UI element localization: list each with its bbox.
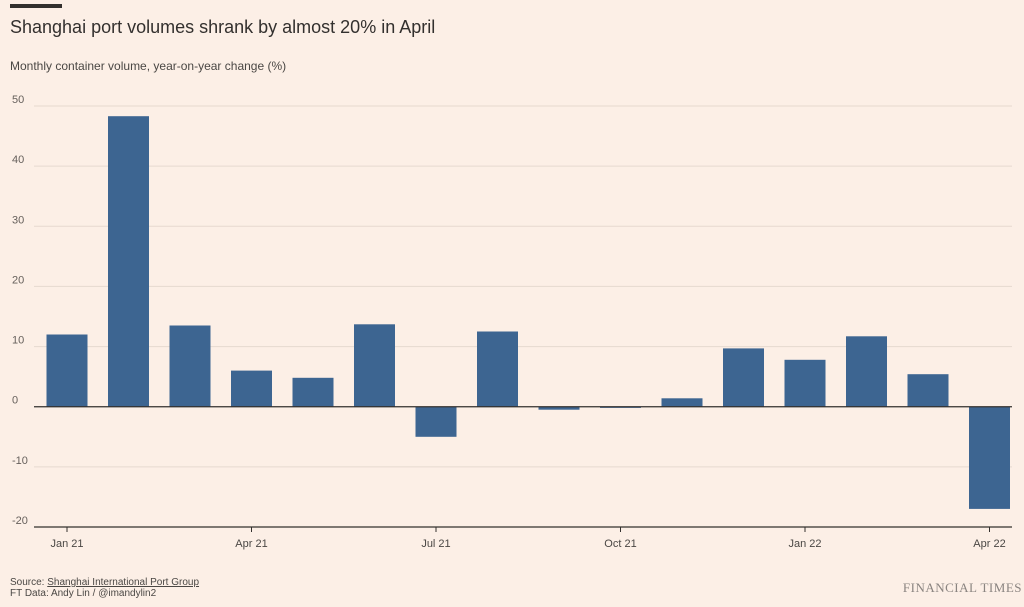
source-prefix: Source: [10,577,48,588]
bar-dec-21 [723,348,764,407]
y-tick-label: 20 [12,274,24,286]
y-tick-label: 0 [12,395,18,407]
bar-jan-21 [46,334,88,407]
bar-apr-22 [969,406,1010,509]
y-tick-label: 30 [12,214,24,226]
y-tick-label: -10 [12,455,28,467]
bar-nov-21 [661,398,703,407]
y-tick-label: 40 [12,154,24,166]
y-tick-label: 50 [12,94,24,106]
bar-jan-22 [784,359,826,407]
source-link[interactable]: Shanghai International Port Group [47,577,200,588]
x-tick-label: Apr 21 [235,538,267,550]
x-tick-label: Jan 22 [788,538,821,550]
y-tick-label: 10 [12,335,24,347]
financial-times-logo: FINANCIAL TIMES [902,580,1022,595]
data-credit: FT Data: Andy Lin / @imandylin2 [10,588,157,599]
bar-feb-22 [846,336,887,407]
bar-may-21 [292,377,334,407]
y-tick-label: -20 [12,515,28,527]
bar-feb-21 [108,116,149,407]
x-tick-label: Jan 21 [50,538,83,550]
x-tick-label: Jul 21 [421,538,450,550]
x-tick-label: Oct 21 [604,538,636,550]
chart-title: Shanghai port volumes shrank by almost 2… [10,17,436,37]
bar-jul-21 [415,406,457,437]
bar-aug-21 [477,331,518,407]
bar-mar-22 [907,374,949,407]
source-note: Source: Shanghai International Port Grou… [10,577,199,599]
title-accent-rule [10,4,62,8]
bar-mar-21 [169,325,211,407]
bar-jun-21 [354,324,395,407]
bar-apr-21 [231,370,272,407]
bar-sep-21 [538,406,580,410]
x-tick-label: Apr 22 [973,538,1005,550]
chart-subtitle: Monthly container volume, year-on-year c… [10,59,287,73]
